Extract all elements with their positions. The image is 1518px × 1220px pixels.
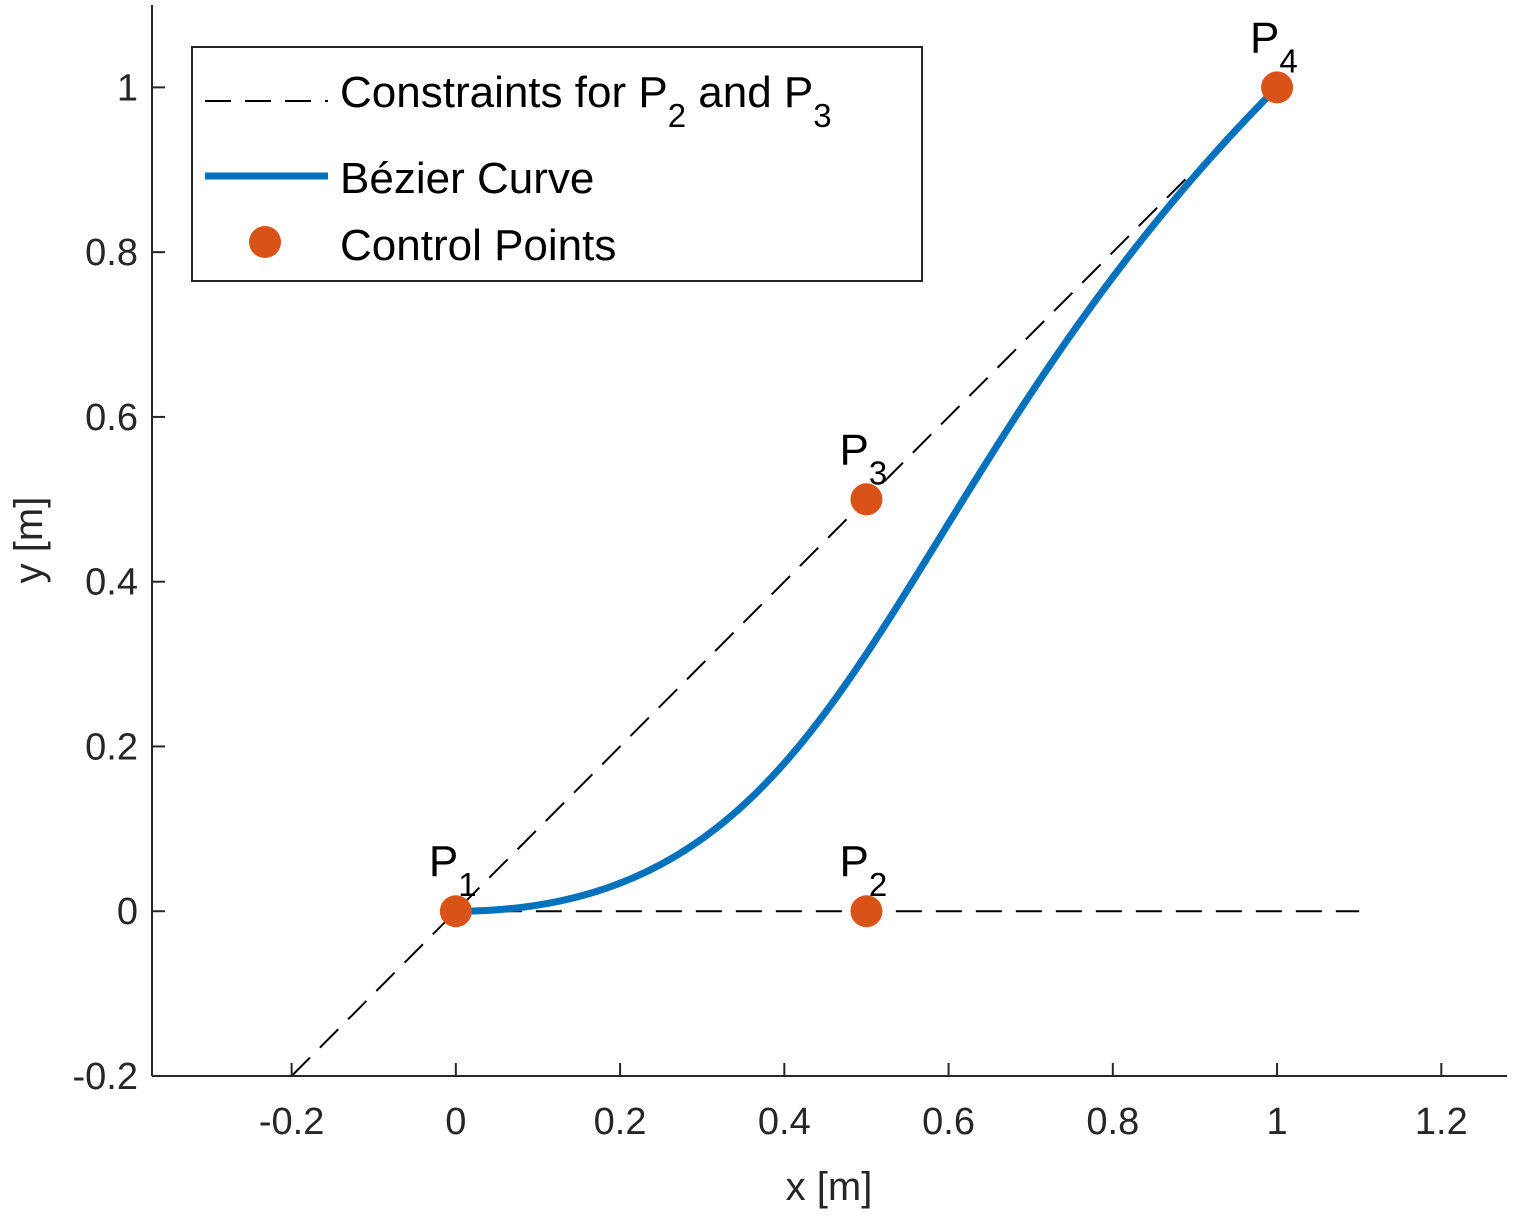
y-tick-label: 0.6 xyxy=(85,397,138,439)
legend-entry-constraints-sub-b: 3 xyxy=(813,97,831,134)
point-label-p3: P3 xyxy=(839,425,887,491)
x-tick-label: -0.2 xyxy=(259,1101,324,1143)
control-point-marker xyxy=(439,895,472,928)
x-tick-label: 1 xyxy=(1266,1101,1287,1143)
bezier-curve-line xyxy=(455,84,1280,915)
x-axis-label: x [m] xyxy=(786,1165,873,1209)
point-label-subscript: 4 xyxy=(1279,42,1297,79)
point-label-p2: P2 xyxy=(839,837,887,903)
y-tick-label: 1 xyxy=(117,67,138,109)
constraint-line xyxy=(290,169,1196,1077)
legend: Constraints for P2 and P3 Bézier Curve C… xyxy=(191,46,923,282)
x-tick-label: 0.2 xyxy=(594,1101,647,1143)
point-label-subscript: 1 xyxy=(458,866,476,903)
control-point-marker xyxy=(850,895,883,928)
y-tick-label: 0 xyxy=(117,891,138,933)
point-label-base: P xyxy=(1250,13,1279,62)
control-point-marker xyxy=(1261,71,1294,104)
axes xyxy=(151,5,1507,1077)
x-tick-label: 0 xyxy=(445,1101,466,1143)
y-tick-label: 0.8 xyxy=(85,232,138,274)
legend-box xyxy=(191,46,923,282)
x-tick-label: 0.6 xyxy=(922,1101,975,1143)
point-label-p1: P1 xyxy=(429,837,477,903)
legend-entry-bezier: Bézier Curve xyxy=(340,154,594,203)
x-tick-label: 0.8 xyxy=(1086,1101,1139,1143)
x-tick-label: 0.4 xyxy=(758,1101,811,1143)
point-label-base: P xyxy=(429,837,458,886)
point-label-base: P xyxy=(839,837,868,886)
point-label-base: P xyxy=(839,425,868,474)
tick-labels: -0.2 0 0.2 0.4 0.6 0.8 1 1.2 -0.2 0 0.2 0.4 0.6 0.8 1 xyxy=(73,67,1468,1143)
y-tick-label: -0.2 xyxy=(73,1056,138,1098)
point-label-subscript: 2 xyxy=(869,866,887,903)
legend-entry-constraints-text-b: and P xyxy=(686,68,813,117)
legend-entry-constraints: Constraints for P2 and P3 xyxy=(340,68,832,134)
point-label-p4: P4 xyxy=(1250,13,1298,79)
point-label-subscript: 3 xyxy=(869,454,887,491)
legend-entry-control-points: Control Points xyxy=(340,221,616,270)
y-tick-label: 0.2 xyxy=(85,726,138,768)
legend-marker-swatch xyxy=(249,226,281,258)
legend-entry-constraints-text-a: Constraints for P xyxy=(340,68,668,117)
x-tick-label: 1.2 xyxy=(1415,1101,1468,1143)
y-tick-label: 0.4 xyxy=(85,562,138,604)
y-axis-label: y [m] xyxy=(7,497,51,584)
legend-entry-constraints-sub-a: 2 xyxy=(668,97,686,134)
control-point-marker xyxy=(850,483,883,516)
